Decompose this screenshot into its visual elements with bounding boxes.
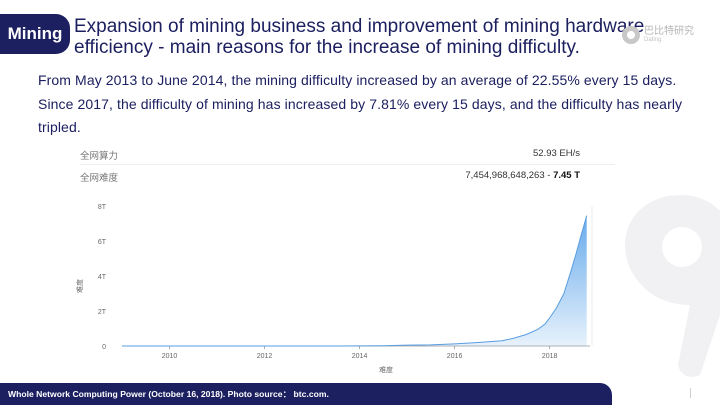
decorative-logo-shape bbox=[625, 195, 720, 377]
x-tick-label: 2010 bbox=[162, 353, 178, 360]
section-tag: Mining bbox=[0, 14, 70, 54]
difficulty-value: 7,454,968,648,263 - 7.45 T bbox=[465, 170, 580, 181]
slide-title-line-2: efficiency - main reasons for the increa… bbox=[74, 37, 580, 58]
body-paragraph: From May 2013 to June 2014, the mining d… bbox=[38, 72, 683, 135]
y-tick-label: 4T bbox=[98, 274, 107, 281]
x-tick-label: 2014 bbox=[352, 353, 368, 360]
stat-row-hashrate: 全网算力 52.93 EH/s bbox=[80, 148, 580, 162]
brand-logo-name: 巴比特研究 bbox=[644, 26, 694, 37]
y-tick-label: 2T bbox=[98, 309, 107, 316]
y-axis-label: 难度 bbox=[75, 279, 84, 293]
hashrate-value: 52.93 EH/s bbox=[533, 148, 580, 159]
difficulty-value-short: 7.45 T bbox=[553, 170, 580, 181]
footer-caption: Whole Network Computing Power (October 1… bbox=[8, 389, 329, 399]
brand-logo-sub: Dating bbox=[644, 37, 662, 43]
y-tick-label: 6T bbox=[98, 239, 107, 246]
slide-title: Expansion of mining business and improve… bbox=[74, 16, 674, 58]
stat-row-difficulty: 全网难度 7,454,968,648,263 - 7.45 T bbox=[80, 170, 580, 184]
y-tick-label: 8T bbox=[98, 204, 107, 211]
slide-title-line-1: Expansion of mining business and improve… bbox=[74, 16, 645, 37]
x-tick-label: 2016 bbox=[447, 353, 463, 360]
difficulty-value-full: 7,454,968,648,263 - bbox=[465, 170, 554, 181]
x-axis-label: 难度 bbox=[379, 365, 393, 374]
x-tick-label: 2018 bbox=[542, 353, 558, 360]
stats-divider bbox=[80, 164, 615, 165]
brand-logo: 巴比特研究 Dating bbox=[622, 26, 694, 44]
difficulty-line bbox=[122, 215, 588, 347]
difficulty-area bbox=[122, 215, 587, 346]
footer-bar bbox=[0, 383, 612, 405]
y-tick-label: 0 bbox=[102, 344, 106, 351]
page-marker bbox=[690, 388, 691, 398]
brand-logo-icon bbox=[622, 26, 640, 44]
x-tick-label: 2012 bbox=[257, 353, 273, 360]
difficulty-label: 全网难度 bbox=[80, 173, 119, 184]
hashrate-label: 全网算力 bbox=[80, 151, 119, 162]
